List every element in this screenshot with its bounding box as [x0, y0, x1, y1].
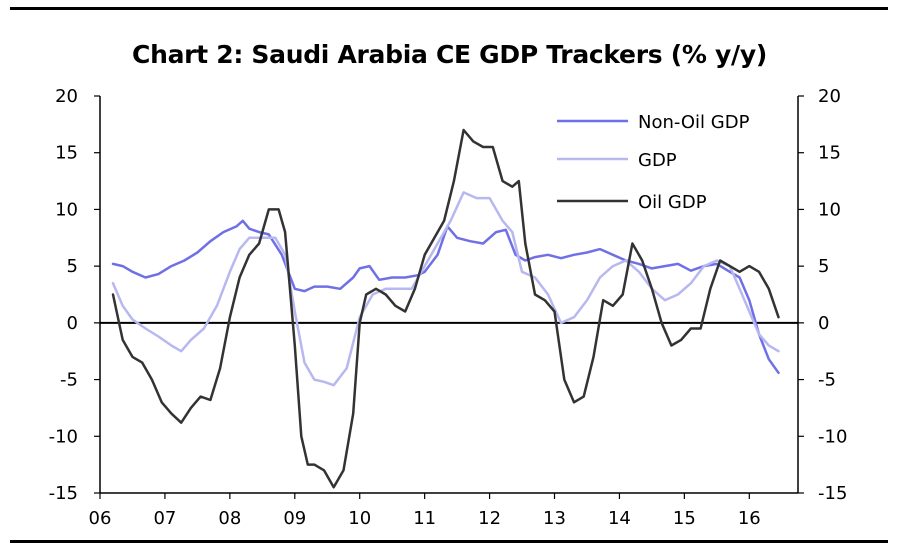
y-tick-label-right-group: 15 [818, 143, 841, 164]
legend: Non-Oil GDP GDP Oil GDP [557, 112, 750, 213]
y-tick-label-right: 5 [818, 256, 829, 277]
y-tick-label-left-group: 15 [55, 143, 78, 164]
x-tick-label-group: 11 [413, 508, 436, 529]
y-tick-label-right: -5 [818, 370, 836, 391]
x-tick-label-group: 16 [738, 508, 761, 529]
y-tick-label-right-group: -5 [818, 370, 836, 391]
y-tick-label-right: 10 [818, 199, 841, 220]
x-tick-label-group: 12 [478, 508, 501, 529]
y-tick-label-right: -10 [818, 426, 847, 447]
series-gdp-line [111, 191, 780, 387]
x-tick-label-group: 06 [89, 508, 112, 529]
y-tick-label-right-group: 20 [818, 86, 841, 107]
series-non-oil-gdp-line [111, 219, 780, 375]
x-tick-label: 13 [543, 508, 566, 529]
y-tick-label-left: 0 [67, 313, 78, 334]
y-tick-label-left-group: 5 [67, 256, 78, 277]
y-tick-label-left-group: -15 [49, 483, 78, 504]
y-tick-label-left-group: -5 [60, 370, 78, 391]
x-tick-label-group: 08 [218, 508, 241, 529]
y-tick-label-left: 20 [55, 86, 78, 107]
y-tick-label-left: -5 [60, 370, 78, 391]
x-tick-label-group: 14 [608, 508, 631, 529]
y-tick-label-left-group: 10 [55, 199, 78, 220]
y-tick-label-left: -15 [49, 483, 78, 504]
axes: -15 -15 -10 -10 -5 -5 0 0 5 5 10 10 15 15 20 20 06 07 08 09… [49, 86, 848, 529]
x-tick-label-group: 15 [673, 508, 696, 529]
x-tick-label: 10 [348, 508, 371, 529]
y-tick-label-right-group: -15 [818, 483, 847, 504]
legend-label-gdp: GDP [638, 150, 677, 171]
y-tick-label-left: 15 [55, 143, 78, 164]
x-tick-label: 12 [478, 508, 501, 529]
x-tick-label-group: 09 [283, 508, 306, 529]
y-tick-label-right-group: -10 [818, 426, 847, 447]
y-tick-label-right: 20 [818, 86, 841, 107]
top-rule [10, 7, 888, 10]
chart-title: Chart 2: Saudi Arabia CE GDP Trackers (%… [132, 40, 767, 69]
y-tick-label-left: -10 [49, 426, 78, 447]
x-tick-label-group: 10 [348, 508, 371, 529]
y-tick-label-left: 10 [55, 199, 78, 220]
x-tick-label: 09 [283, 508, 306, 529]
x-tick-label: 06 [89, 508, 112, 529]
bottom-rule [10, 540, 888, 543]
y-tick-label-right-group: 10 [818, 199, 841, 220]
y-tick-label-right-group: 5 [818, 256, 829, 277]
y-tick-label-right-group: 0 [818, 313, 829, 334]
y-tick-label-left-group: -10 [49, 426, 78, 447]
legend-label-non-oil-gdp: Non-Oil GDP [638, 112, 750, 133]
legend-label-oil-gdp: Oil GDP [638, 192, 707, 213]
series-oil-gdp-line [111, 128, 780, 489]
x-tick-label: 15 [673, 508, 696, 529]
x-tick-label: 16 [738, 508, 761, 529]
x-tick-label: 08 [218, 508, 241, 529]
series-layer [111, 128, 780, 489]
x-tick-label: 11 [413, 508, 436, 529]
y-tick-label-left: 5 [67, 256, 78, 277]
x-tick-label-group: 13 [543, 508, 566, 529]
y-tick-label-left-group: 0 [67, 313, 78, 334]
y-tick-label-left-group: 20 [55, 86, 78, 107]
x-tick-label: 07 [153, 508, 176, 529]
y-tick-label-right: -15 [818, 483, 847, 504]
x-tick-label: 14 [608, 508, 631, 529]
y-tick-label-right: 0 [818, 313, 829, 334]
x-tick-label-group: 07 [153, 508, 176, 529]
y-tick-label-right: 15 [818, 143, 841, 164]
